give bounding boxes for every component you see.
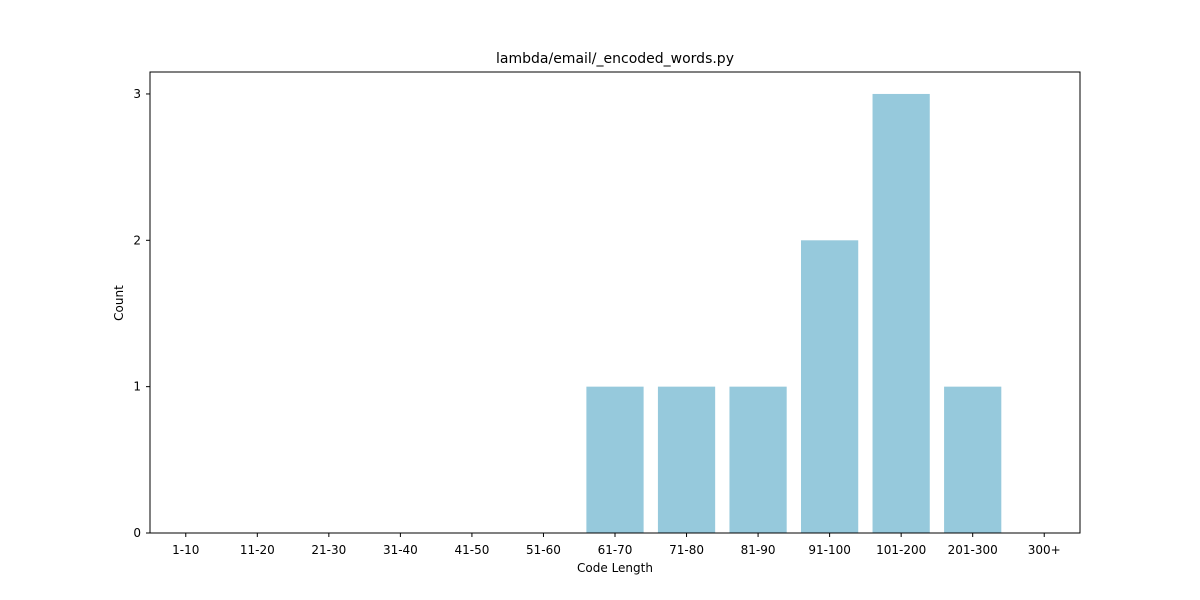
x-tick-label: 300+ — [1028, 543, 1061, 557]
x-tick-label: 1-10 — [172, 543, 199, 557]
x-tick-label: 201-300 — [948, 543, 998, 557]
x-tick-label: 31-40 — [383, 543, 418, 557]
chart-title: lambda/email/_encoded_words.py — [496, 51, 734, 67]
y-tick-label: 0 — [133, 526, 141, 540]
x-tick-label: 41-50 — [454, 543, 489, 557]
bar-201-300 — [944, 387, 1001, 533]
x-tick-label: 91-100 — [808, 543, 851, 557]
x-axis-label: Code Length — [577, 561, 653, 575]
x-tick-label: 11-20 — [240, 543, 275, 557]
y-tick-label: 3 — [133, 87, 141, 101]
bar-61-70 — [586, 387, 643, 533]
x-tick-label: 71-80 — [669, 543, 704, 557]
y-tick-label: 1 — [133, 380, 141, 394]
x-tick-label: 101-200 — [876, 543, 926, 557]
bar-71-80 — [658, 387, 715, 533]
bar-81-90 — [729, 387, 786, 533]
x-tick-label: 81-90 — [741, 543, 776, 557]
bar-101-200 — [873, 94, 930, 533]
x-tick-label: 51-60 — [526, 543, 561, 557]
x-tick-label: 21-30 — [311, 543, 346, 557]
y-tick-label: 2 — [133, 233, 141, 247]
y-axis-label: Count — [112, 285, 126, 321]
y-axis: 0 1 2 3 — [133, 87, 150, 540]
x-axis: 1-10 11-20 21-30 31-40 41-50 51-60 61-70 71-80 8… — [172, 533, 1061, 557]
x-tick-label: 61-70 — [598, 543, 633, 557]
bars-layer — [586, 94, 1001, 533]
bar-91-100 — [801, 240, 858, 533]
